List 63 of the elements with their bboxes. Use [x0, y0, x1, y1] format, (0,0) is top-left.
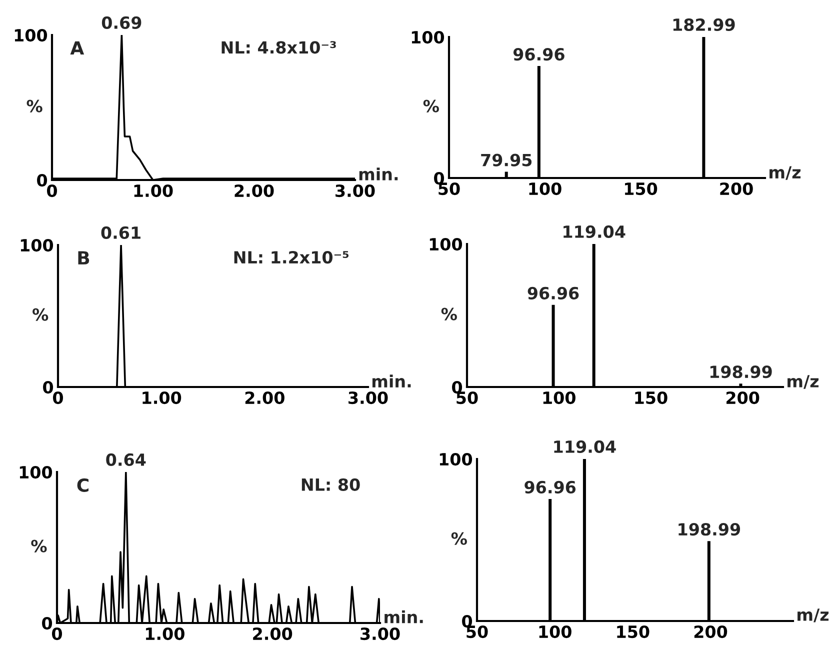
- x-tick-label: 2.00: [253, 627, 292, 640]
- y-tick-label: 100: [14, 28, 48, 42]
- x-tick-label: 2.00: [245, 391, 284, 404]
- annotation: A: [70, 41, 84, 55]
- annotation: 96.96: [528, 286, 579, 300]
- x-tick-label: 50: [466, 625, 488, 638]
- x-tick-label: 200: [720, 182, 753, 196]
- x-tick-label: 0: [53, 391, 63, 404]
- x-tick-label: 2.00: [234, 184, 274, 198]
- annotation: 0.64: [106, 453, 146, 466]
- y-axis-title: %: [423, 100, 439, 112]
- x-tick-label: 1.00: [142, 391, 182, 404]
- y-tick-label: 100: [20, 466, 52, 479]
- y-tick-label: 100: [440, 452, 472, 466]
- annotation: 96.96: [524, 480, 576, 494]
- x-axis-title: min.: [359, 168, 398, 180]
- x-axis-title: min.: [384, 610, 423, 624]
- y-axis-title: %: [441, 308, 457, 320]
- x-tick-label: 3.00: [348, 391, 388, 404]
- x-tick-label: 1.00: [134, 184, 173, 198]
- annotation: B: [78, 251, 90, 264]
- x-tick-label: 50: [438, 182, 460, 196]
- annotation: 198.99: [710, 366, 772, 378]
- annotation: NL: 80: [302, 478, 360, 491]
- y-axis-title: %: [26, 100, 42, 112]
- annotation: 0.69: [102, 16, 142, 29]
- x-axis-title: m/z: [770, 166, 801, 180]
- y-axis-title: %: [31, 540, 47, 552]
- x-tick-label: 0: [52, 627, 62, 640]
- annotation: NL: 4.8x10⁻³: [222, 41, 336, 54]
- annotation: 79.95: [481, 154, 532, 166]
- x-tick-label: 50: [456, 391, 478, 404]
- y-tick-label: 0: [42, 616, 52, 630]
- x-tick-label: 200: [726, 391, 760, 404]
- annotation: C: [77, 478, 88, 492]
- x-tick-label: 150: [625, 182, 658, 196]
- x-tick-label: 100: [539, 625, 572, 638]
- y-axis-title: %: [32, 308, 48, 321]
- x-tick-label: 100: [543, 391, 576, 404]
- x-tick-label: 200: [694, 625, 728, 638]
- x-tick-label: 1.00: [146, 627, 184, 640]
- annotation: 96.96: [513, 48, 564, 61]
- y-tick-label: 100: [20, 238, 54, 252]
- x-tick-label: 100: [529, 182, 562, 196]
- y-tick-label: 0: [37, 174, 48, 187]
- x-tick-label: 150: [635, 391, 668, 404]
- x-tick-label: 150: [617, 625, 650, 638]
- x-axis-title: min.: [372, 374, 411, 388]
- y-tick-label: 0: [434, 172, 444, 185]
- x-axis-title: m/z: [788, 375, 819, 389]
- x-tick-label: 3.00: [360, 627, 400, 640]
- annotation: 0.61: [101, 226, 140, 239]
- x-axis-title: m/z: [798, 608, 829, 622]
- x-tick-label: 3.00: [336, 184, 375, 198]
- y-tick-label: 0: [43, 380, 54, 394]
- annotation: 119.04: [564, 225, 626, 238]
- annotation: 198.99: [678, 523, 740, 536]
- annotation: 182.99: [673, 18, 735, 31]
- y-tick-label: 0: [452, 380, 462, 394]
- y-axis-title: %: [451, 532, 467, 545]
- y-tick-label: 100: [430, 238, 462, 251]
- annotation: 119.04: [554, 440, 616, 453]
- annotation: NL: 1.2x10⁻⁵: [234, 250, 349, 264]
